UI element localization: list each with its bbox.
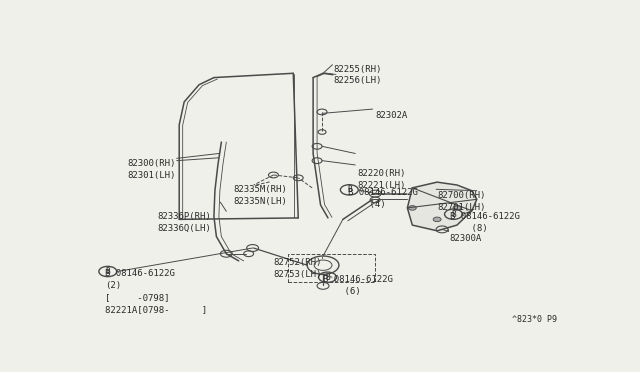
Circle shape <box>433 217 441 222</box>
Text: ^823*0 P9: ^823*0 P9 <box>511 315 557 324</box>
Text: B 08146-6122G
    (4): B 08146-6122G (4) <box>348 188 418 209</box>
Text: B 08146-6122G
    (8): B 08146-6122G (8) <box>449 212 520 233</box>
Text: 82752(RH)
82753(LH): 82752(RH) 82753(LH) <box>273 258 322 279</box>
Text: 82255(RH)
82256(LH): 82255(RH) 82256(LH) <box>333 65 381 86</box>
Circle shape <box>453 206 461 210</box>
Text: 82700(RH)
82701(LH): 82700(RH) 82701(LH) <box>437 191 486 212</box>
Text: 82336P(RH)
82336Q(LH): 82336P(RH) 82336Q(LH) <box>157 212 211 233</box>
Text: 82220(RH)
82221(LH): 82220(RH) 82221(LH) <box>358 169 406 190</box>
Text: B: B <box>325 273 330 282</box>
Text: B 08146-6122G
    (6): B 08146-6122G (6) <box>323 275 393 296</box>
Text: 82335M(RH)
82335N(LH): 82335M(RH) 82335N(LH) <box>234 185 287 206</box>
Bar <box>288 254 375 282</box>
Text: 82300A: 82300A <box>449 234 482 243</box>
Text: B: B <box>451 210 456 219</box>
Polygon shape <box>408 182 477 231</box>
Text: 82302A: 82302A <box>375 110 408 119</box>
Circle shape <box>408 206 416 210</box>
Text: B: B <box>347 185 351 194</box>
Text: B 08146-6122G
(2)
[     -0798]
82221A[0798-      ]: B 08146-6122G (2) [ -0798] 82221A[0798- … <box>105 269 207 314</box>
Text: 82300(RH)
82301(LH): 82300(RH) 82301(LH) <box>127 159 175 180</box>
Text: B: B <box>106 267 110 276</box>
